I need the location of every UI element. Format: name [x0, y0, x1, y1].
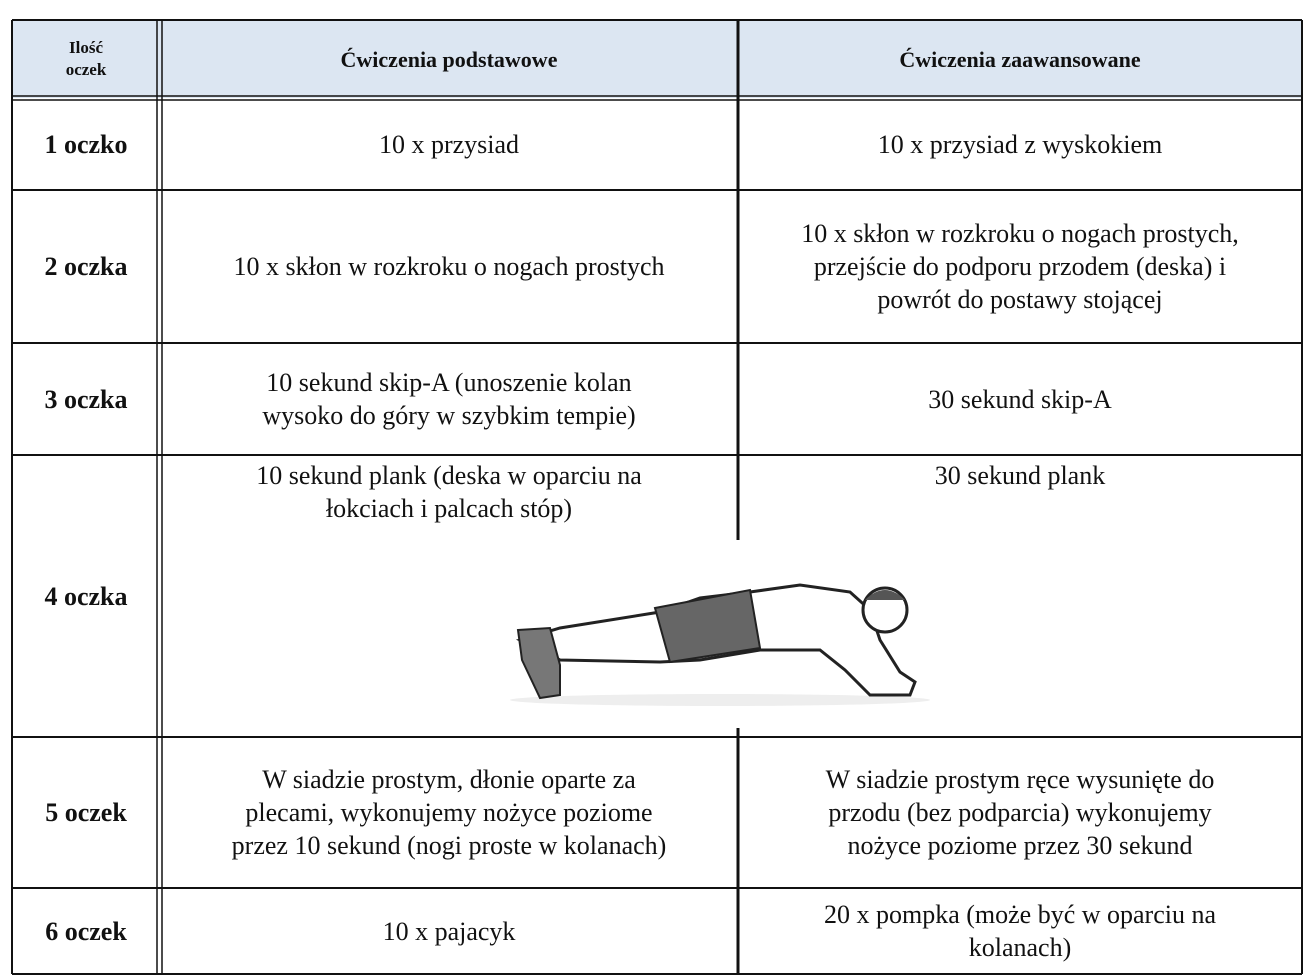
cell: 10 x skłon w rozkroku o nogach prostych: [233, 252, 665, 281]
row-label: 1 oczko: [44, 129, 128, 159]
cell: W siadzie prostym ręce wysunięte do przo…: [825, 765, 1215, 860]
row-label: 6 oczek: [45, 916, 127, 946]
cell: 10 x przysiad: [378, 129, 520, 159]
cell: 30 sekund skip-A: [928, 384, 1112, 414]
header-cell: Ilość oczek: [12, 20, 160, 98]
plank-illustration: [510, 583, 930, 706]
header-cell: Ćwiczenia zaawansowane: [738, 20, 1302, 98]
cell: 10 x przysiad z wyskokiem: [877, 129, 1163, 159]
row-label: 5 oczek: [45, 798, 127, 827]
cell: W siadzie prostym, dłonie oparte za plec…: [231, 765, 667, 860]
header-cell: Ćwiczenia podstawowe: [160, 20, 738, 98]
cell: 10 x skłon w rozkroku o nogach prostych,…: [801, 219, 1239, 314]
row-label: 3 oczka: [44, 384, 128, 414]
cell: 10 sekund skip-A (unoszenie kolan wysoko…: [262, 368, 636, 430]
cell: 10 sekund plank (deska w oparciu na łokc…: [256, 461, 642, 523]
row-label: 2 oczka: [44, 252, 128, 281]
cell: 20 x pompka (może być w oparciu na kolan…: [823, 900, 1217, 962]
cell: 30 sekund plank: [934, 461, 1106, 490]
cell: 10 x pajacyk: [382, 916, 516, 946]
row-label: 4 oczka: [44, 581, 128, 611]
